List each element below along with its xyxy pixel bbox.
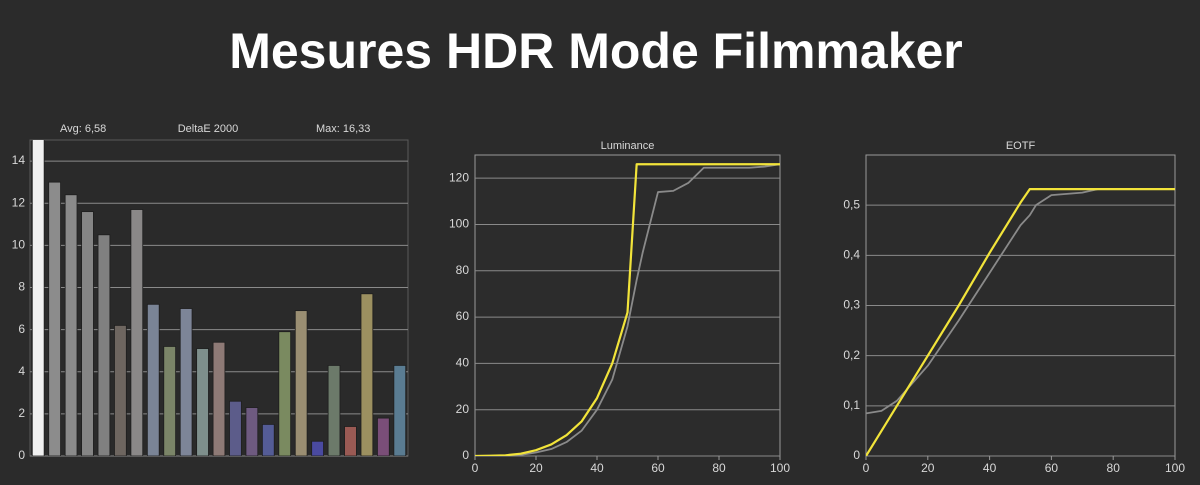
chart-title: EOTF [1006, 140, 1036, 152]
bar [31, 140, 45, 456]
lines [866, 188, 1175, 456]
line-series [475, 163, 780, 456]
bar [97, 234, 111, 456]
bar [278, 331, 292, 456]
y-tick-label: 12 [12, 195, 26, 209]
y-tick-label: 2 [18, 406, 25, 420]
bar [393, 365, 407, 456]
annotation: Avg: 6,58 [60, 123, 106, 135]
bar [179, 308, 193, 456]
bars [31, 140, 407, 456]
y-tick-label: 0 [18, 448, 25, 462]
y-tick-label: 120 [449, 170, 469, 184]
bar [81, 211, 94, 456]
y-tick-label: 80 [456, 263, 470, 277]
bar [245, 407, 259, 456]
annotation: Max: 16,33 [316, 123, 370, 135]
y-tick-label: 0,5 [843, 197, 860, 211]
y-tick-label: 20 [456, 402, 470, 416]
bar [196, 348, 209, 456]
y-tick-label: 60 [456, 309, 470, 323]
bar [311, 440, 324, 456]
y-tick-label: 0,2 [843, 348, 860, 362]
bar [327, 365, 341, 456]
chart-title: Luminance [601, 140, 655, 152]
y-tick-label: 6 [18, 322, 25, 336]
bar [261, 423, 275, 456]
y-tick-label: 0,4 [843, 248, 860, 262]
bar [163, 346, 177, 456]
y-tick-label: 14 [12, 153, 26, 167]
bar [344, 426, 357, 456]
x-tick-label: 20 [921, 461, 935, 475]
y-tick-label: 0 [462, 448, 469, 462]
x-tick-label: 0 [863, 461, 870, 475]
y-tick-label: 8 [18, 280, 25, 294]
y-tick-label: 100 [449, 217, 469, 231]
y-tick-label: 40 [456, 356, 470, 370]
page-title: Mesures HDR Mode Filmmaker [229, 23, 963, 79]
x-tick-label: 20 [529, 461, 543, 475]
y-tick-label: 0,1 [843, 398, 860, 412]
chart-title: DeltaE 2000 [178, 123, 239, 135]
bar [130, 209, 144, 456]
bar [294, 310, 308, 456]
line-series [475, 163, 780, 456]
x-tick-label: 40 [590, 461, 604, 475]
bar [64, 194, 78, 456]
y-tick-label: 0,3 [843, 298, 860, 312]
x-tick-label: 80 [1107, 461, 1121, 475]
x-tick-label: 60 [1045, 461, 1059, 475]
bar [360, 293, 374, 456]
x-tick-label: 40 [983, 461, 997, 475]
bar [146, 303, 160, 456]
line-series [866, 188, 1175, 456]
x-tick-label: 100 [770, 461, 790, 475]
y-tick-label: 10 [12, 238, 26, 252]
lines [475, 163, 780, 456]
bar [229, 400, 242, 456]
y-tick-label: 4 [18, 364, 25, 378]
y-tick-label: 0 [853, 448, 860, 462]
x-tick-label: 0 [472, 461, 479, 475]
x-tick-label: 100 [1165, 461, 1185, 475]
bar [48, 181, 61, 456]
x-tick-label: 80 [712, 461, 726, 475]
bar [114, 324, 127, 456]
bar [212, 341, 226, 456]
x-tick-label: 60 [651, 461, 665, 475]
bar [377, 417, 390, 456]
